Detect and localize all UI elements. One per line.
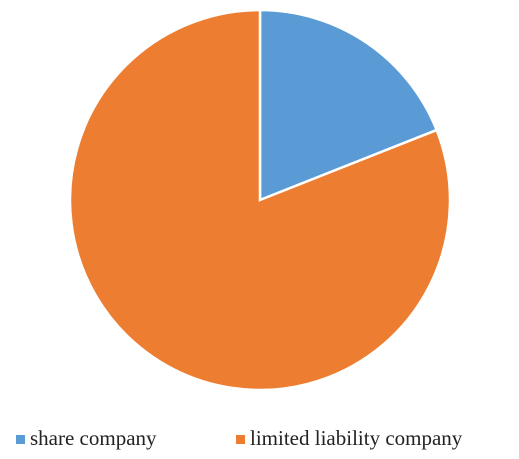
- legend-label: limited liability company: [250, 426, 463, 450]
- legend-swatch: [236, 435, 245, 444]
- legend-label: share company: [30, 426, 157, 450]
- legend-swatch: [16, 435, 25, 444]
- pie-slice: [68, 8, 452, 392]
- pie-slice: [258, 8, 439, 202]
